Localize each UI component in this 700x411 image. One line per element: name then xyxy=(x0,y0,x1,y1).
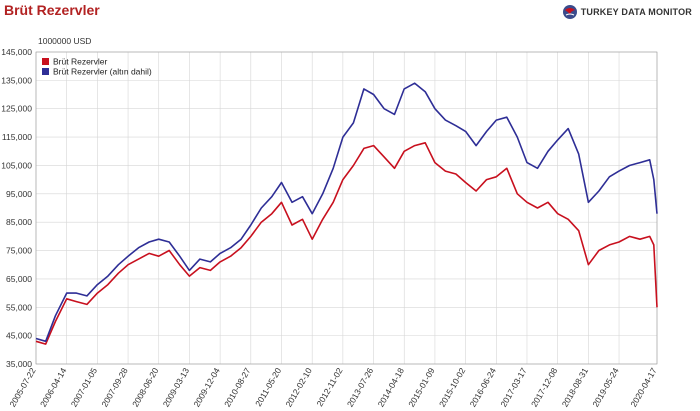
x-tick-label: 2006-04-14 xyxy=(38,366,69,409)
y-tick-label: 65,000 xyxy=(6,274,32,284)
brand-name: TURKEY DATA MONITOR xyxy=(580,7,692,17)
y-tick-label: 45,000 xyxy=(6,331,32,341)
x-axis-ticks: 2005-07-22 2006-04-14 2007-01-05 2007-09-28… xyxy=(7,366,659,409)
y-axis-ticks: 35,000 45,000 55,000 65,000 75,000 85,000 95,0… xyxy=(1,47,32,369)
y-tick-label: 55,000 xyxy=(6,302,32,312)
x-tick-label: 2014-04-18 xyxy=(376,366,407,409)
legend-label: Brüt Rezervler xyxy=(53,57,107,67)
brand-logo: TURKEY DATA MONITOR xyxy=(562,4,692,20)
y-tick-label: 95,000 xyxy=(6,189,32,199)
plot-border xyxy=(35,51,658,365)
x-tick-label: 2015-01-09 xyxy=(406,366,437,409)
y-tick-label: 75,000 xyxy=(6,246,32,256)
globe-logo-icon xyxy=(562,5,577,19)
x-tick-label: 2009-12-04 xyxy=(191,366,222,409)
x-tick-label: 2012-02-10 xyxy=(284,366,315,409)
y-tick-label: 105,000 xyxy=(1,160,32,170)
series-line xyxy=(35,82,658,343)
x-tick-label: 2017-03-17 xyxy=(498,366,529,409)
x-tick-label: 2016-06-24 xyxy=(468,366,499,409)
legend-swatch xyxy=(42,58,49,65)
x-tick-label: 2009-03-13 xyxy=(161,366,192,409)
y-tick-label: 85,000 xyxy=(6,217,32,227)
y-tick-label: 115,000 xyxy=(2,132,32,142)
y-unit-label: 1000000 USD xyxy=(38,36,91,46)
series-line xyxy=(35,142,658,345)
y-tick-label: 135,000 xyxy=(1,75,32,85)
y-tick-label: 145,000 xyxy=(1,47,32,57)
x-tick-label: 2011-05-20 xyxy=(253,366,283,408)
x-tick-label: 2013-07-26 xyxy=(345,366,376,409)
x-tick-label: 2018-08-31 xyxy=(560,366,591,409)
x-tick-label: 2008-06-20 xyxy=(130,366,161,409)
x-tick-label: 2020-04-17 xyxy=(628,366,659,409)
x-tick-label: 2012-11-02 xyxy=(315,366,345,408)
x-tick-label: 2017-12-08 xyxy=(529,366,560,409)
series-lines xyxy=(35,82,658,345)
x-tick-label: 2005-07-22 xyxy=(7,366,38,409)
x-tick-label: 2019-05-24 xyxy=(590,366,621,409)
x-tick-label: 2007-09-28 xyxy=(99,366,130,409)
y-tick-label: 35,000 xyxy=(6,359,32,369)
x-tick-label: 2010-08-27 xyxy=(222,366,253,409)
chart-title: Brüt Rezervler xyxy=(4,2,100,18)
legend-label: Brüt Rezervler (altın dahil) xyxy=(53,67,152,77)
x-tick-label: 2015-10-02 xyxy=(437,366,468,409)
x-tick-label: 2007-01-05 xyxy=(69,366,100,409)
legend-swatch xyxy=(42,68,49,75)
gridlines xyxy=(35,51,658,365)
y-tick-label: 125,000 xyxy=(1,104,32,114)
